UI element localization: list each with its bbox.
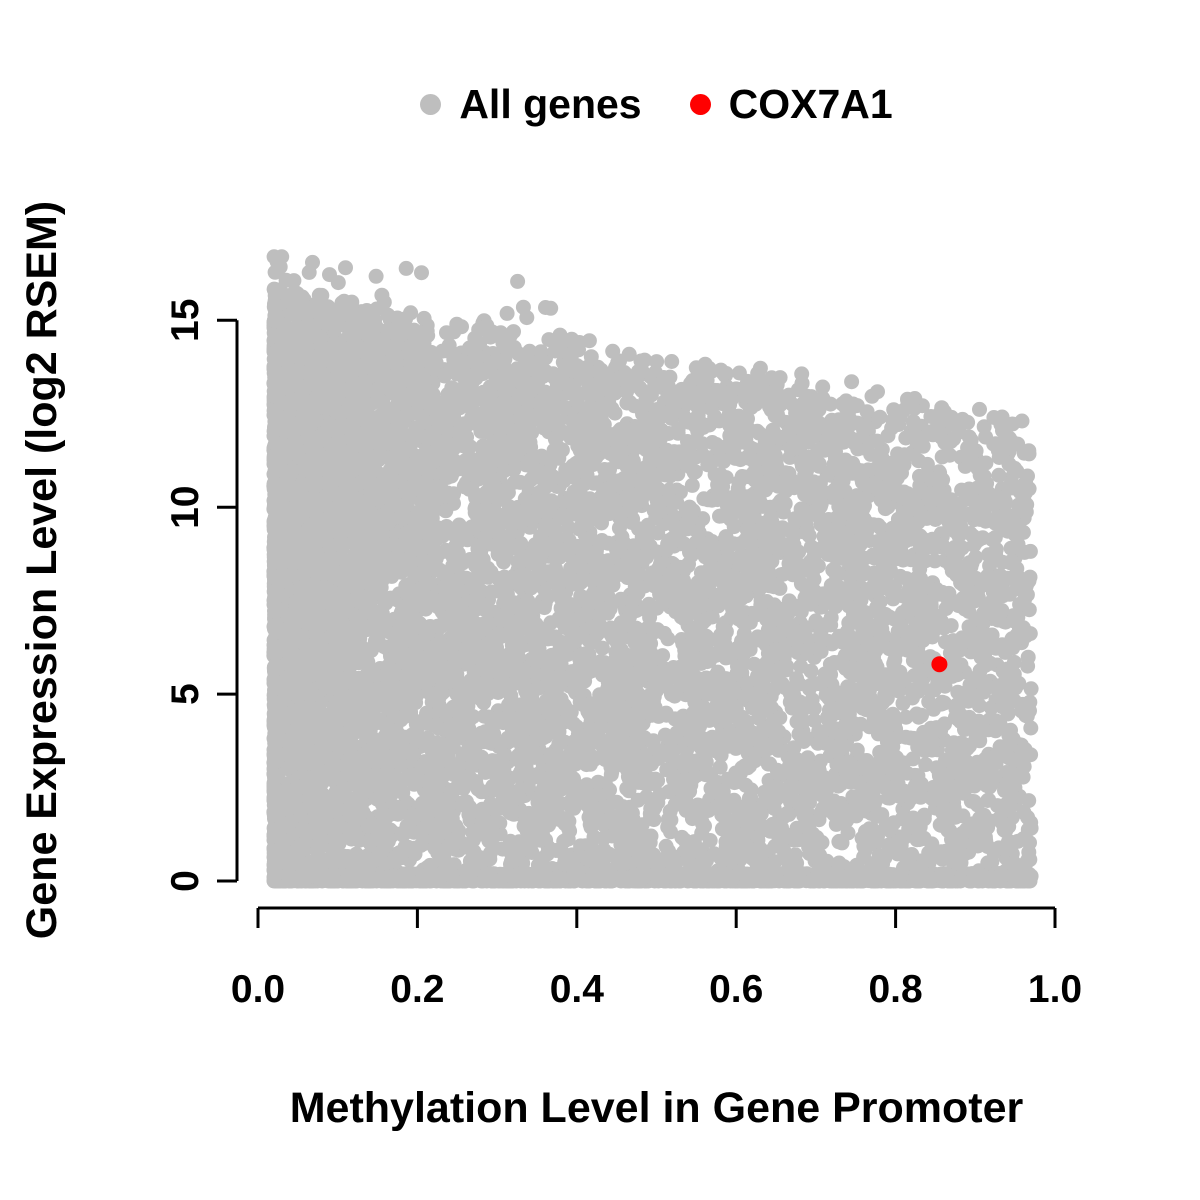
cox7a1-marker-icon [689,94,711,115]
y-axis-title: Gene Expression Level (log2 RSEM) [18,200,66,940]
legend-label-all-genes: All genes [459,81,642,127]
axes [217,318,1057,928]
scatter-point-cox7a1 [931,656,948,673]
scatter-points-all-genes [266,249,1039,889]
all-genes-marker-icon [420,94,442,115]
legend: All genes COX7A1 [258,84,1055,125]
x-axis-title: Methylation Level in Gene Promoter [289,1084,1024,1132]
legend-item-cox7a1: COX7A1 [689,81,893,127]
legend-item-all-genes: All genes [420,81,642,127]
legend-label-cox7a1: COX7A1 [728,81,893,127]
